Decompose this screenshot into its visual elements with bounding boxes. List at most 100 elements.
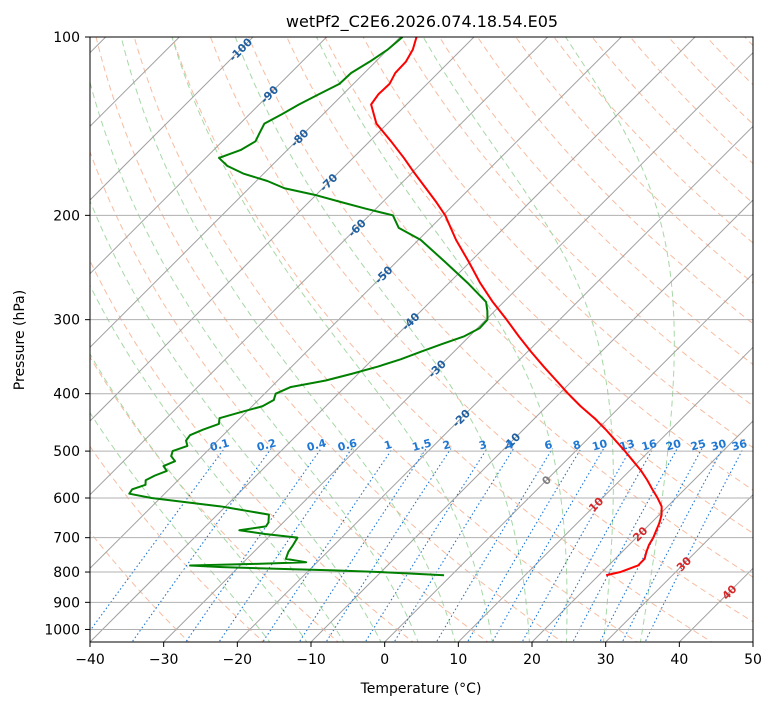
y-tick-label: 900 (53, 595, 80, 611)
mixing-ratio-line (545, 448, 654, 642)
mixing-ratio-label: 1.5 (411, 436, 433, 454)
y-tick-label: 400 (53, 387, 80, 403)
mixing-ratio-line (131, 448, 272, 642)
mixing-ratio-label: 4 (504, 438, 515, 453)
mixing-ratio-line (393, 448, 515, 642)
isotherm-line (457, 346, 753, 642)
mixing-ratio-line (521, 448, 632, 642)
mixing-ratio-line (621, 448, 723, 642)
dry-adiabat (400, 37, 753, 407)
isotherm-line (531, 420, 753, 642)
isotherm-label: -80 (288, 126, 311, 149)
y-tick-label: 600 (53, 491, 80, 507)
isotherm-line (90, 37, 475, 422)
y-tick-label: 100 (53, 30, 80, 46)
y-tick-label: 500 (53, 444, 80, 460)
mixing-ratio-line (435, 448, 553, 642)
dry-adiabat (90, 445, 265, 642)
y-tick-label: 300 (53, 313, 80, 329)
isotherm-line (90, 37, 328, 275)
pressure-gridlines (90, 37, 753, 630)
isotherm-line (310, 199, 753, 642)
y-axis-label: Pressure (hPa) (12, 290, 28, 390)
dry-adiabat (90, 531, 190, 642)
y-tick-label: 800 (53, 565, 80, 581)
x-tick-label: 40 (670, 652, 688, 668)
y-tick-label: 1000 (44, 622, 80, 638)
dry-adiabat (324, 37, 753, 491)
mixing-ratio-label: 6 (543, 438, 554, 453)
dry-adiabat (515, 37, 753, 284)
x-tick-label: 0 (380, 652, 389, 668)
mixing-ratio-label: 25 (689, 437, 707, 454)
mixing-ratio-line (572, 448, 678, 642)
x-tick-label: 30 (597, 652, 615, 668)
dry-adiabat (90, 150, 489, 642)
x-tick-label: −20 (223, 652, 253, 668)
mixing-ratio-label: 2 (441, 438, 452, 453)
moist-adiabat (90, 80, 419, 642)
mixing-ratio-line (218, 448, 353, 642)
moist-adiabat (90, 284, 345, 642)
mixing-ratio-line (325, 448, 452, 642)
mixing-ratio-label: 8 (572, 438, 583, 453)
isotherm-label: 40 (720, 582, 740, 602)
moist-adiabat (171, 37, 493, 642)
dry-adiabat (438, 37, 753, 366)
x-tick-label: −30 (149, 652, 179, 668)
mixing-ratio-line (466, 448, 582, 642)
sounding-profiles (128, 37, 663, 577)
x-tick-label: 10 (449, 652, 467, 668)
mixing-ratio-label: 16 (640, 437, 658, 454)
x-tick-label: −10 (296, 652, 326, 668)
isotherm-line (678, 567, 753, 642)
dry-adiabat (286, 37, 753, 534)
mixing-ratio-labels: 0.1 0.2 0.4 0.6 1 1.5 2 3 4 6 8 10 13 16 20 25 30 36 (209, 436, 749, 454)
temperature-profile (370, 37, 663, 577)
mixing-ratio-line (298, 448, 427, 642)
mixing-ratio-label: 36 (730, 437, 748, 454)
mixing-ratio-label: 30 (710, 437, 728, 454)
isotherm-line (90, 37, 696, 642)
x-tick-label: −40 (75, 652, 105, 668)
dewpoint-profile (128, 37, 489, 577)
moist-adiabat (316, 37, 568, 642)
isotherm-line (162, 51, 753, 642)
mixing-ratio-line (185, 448, 322, 642)
background-lines (90, 37, 753, 642)
plot-frame (89, 36, 754, 643)
moist-adiabat (90, 411, 271, 642)
x-tick-label: 50 (744, 652, 762, 668)
mixing-ratio-label: 1 (383, 438, 394, 453)
mixing-ratio-line (364, 448, 488, 642)
mixing-ratio-line (644, 448, 744, 642)
dry-adiabat (744, 37, 753, 47)
isotherm-line (90, 37, 623, 570)
x-axis-label: Temperature (°C) (360, 681, 482, 697)
isotherm-line (236, 125, 753, 642)
isotherm-label: -90 (258, 83, 281, 106)
mixing-ratio-label: 20 (664, 437, 682, 454)
isotherm-label: -60 (346, 216, 369, 239)
mixing-ratio-label: 0.6 (336, 436, 359, 454)
isotherm-line (752, 641, 753, 642)
dry-adiabat (629, 37, 753, 165)
mixing-ratio-line (262, 448, 393, 642)
x-axis: −40 −30 −20 −10 0 10 20 30 40 50 (75, 642, 762, 668)
y-tick-label: 200 (53, 208, 80, 224)
isotherm-line (383, 272, 753, 642)
y-tick-label: 700 (53, 531, 80, 547)
dry-adiabat (90, 259, 414, 642)
mixing-ratio-line (599, 448, 703, 642)
y-axis: 1000 900 800 700 600 500 400 300 200 100 (44, 30, 90, 638)
isotherm-line (90, 37, 181, 128)
isotherm-line (90, 37, 254, 201)
mixing-ratio-label: 0.4 (305, 436, 328, 454)
isotherm-line (90, 37, 549, 496)
isotherm-line (604, 493, 753, 642)
mixing-ratio-label: 0.1 (209, 436, 231, 454)
dry-adiabat (705, 37, 753, 86)
isotherm-line (90, 37, 402, 349)
mixing-ratio-label: 0.2 (255, 436, 277, 454)
